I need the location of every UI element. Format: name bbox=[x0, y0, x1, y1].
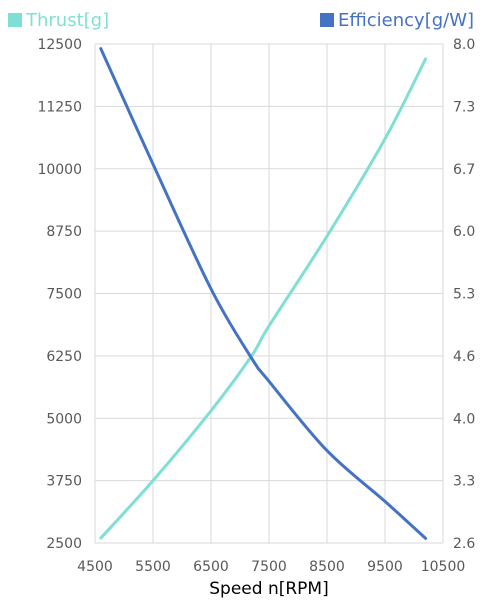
legend-label-efficiency: Efficiency[g/W] bbox=[338, 9, 475, 31]
y-right-tick-label: 6.7 bbox=[453, 162, 475, 178]
legend-efficiency: Efficiency[g/W] bbox=[320, 9, 474, 31]
legend-thrust: Thrust[g] bbox=[8, 9, 109, 31]
series-line-efficiency bbox=[99, 47, 428, 540]
y-right-tick-label: 6.0 bbox=[453, 224, 475, 240]
y-right-tick-label: 2.6 bbox=[453, 536, 475, 552]
legend-swatch-thrust bbox=[8, 13, 22, 27]
y-left-tick-label: 12500 bbox=[37, 37, 82, 53]
y-left-tick-label: 10000 bbox=[37, 162, 82, 178]
y-left-tick-label: 11250 bbox=[37, 99, 82, 115]
x-tick-label: 7500 bbox=[251, 559, 287, 575]
x-tick-label: 10500 bbox=[421, 559, 466, 575]
y-right-tick-label: 7.3 bbox=[453, 99, 475, 115]
legend-swatch-efficiency bbox=[320, 13, 334, 27]
y-right-tick-label: 5.3 bbox=[453, 287, 475, 303]
y-left-tick-label: 2500 bbox=[46, 536, 82, 552]
x-tick-label: 9500 bbox=[367, 559, 403, 575]
x-tick-label: 5500 bbox=[135, 559, 171, 575]
y-right-tick-label: 8.0 bbox=[453, 37, 475, 53]
y-right-tick-label: 3.3 bbox=[453, 474, 475, 490]
legend-label-thrust: Thrust[g] bbox=[26, 9, 110, 31]
x-axis-title: Speed n[RPM] bbox=[209, 579, 328, 599]
x-tick-label: 4500 bbox=[77, 559, 113, 575]
x-tick-label: 8500 bbox=[309, 559, 345, 575]
y-right-tick-label: 4.6 bbox=[453, 349, 475, 365]
y-left-tick-label: 6250 bbox=[46, 349, 82, 365]
x-tick-label: 6500 bbox=[193, 559, 229, 575]
y-left-tick-label: 3750 bbox=[46, 474, 82, 490]
y-left-tick-label: 5000 bbox=[46, 411, 82, 427]
series-line-thrust bbox=[99, 57, 428, 540]
y-left-tick-label: 8750 bbox=[46, 224, 82, 240]
y-right-tick-label: 4.0 bbox=[453, 411, 475, 427]
y-left-tick-label: 7500 bbox=[46, 287, 82, 303]
